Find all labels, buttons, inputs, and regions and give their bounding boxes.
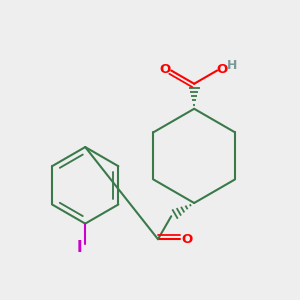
Text: O: O [159,62,170,76]
Text: H: H [227,59,238,72]
Text: I: I [77,240,83,255]
Text: O: O [217,62,228,76]
Text: O: O [181,233,192,246]
